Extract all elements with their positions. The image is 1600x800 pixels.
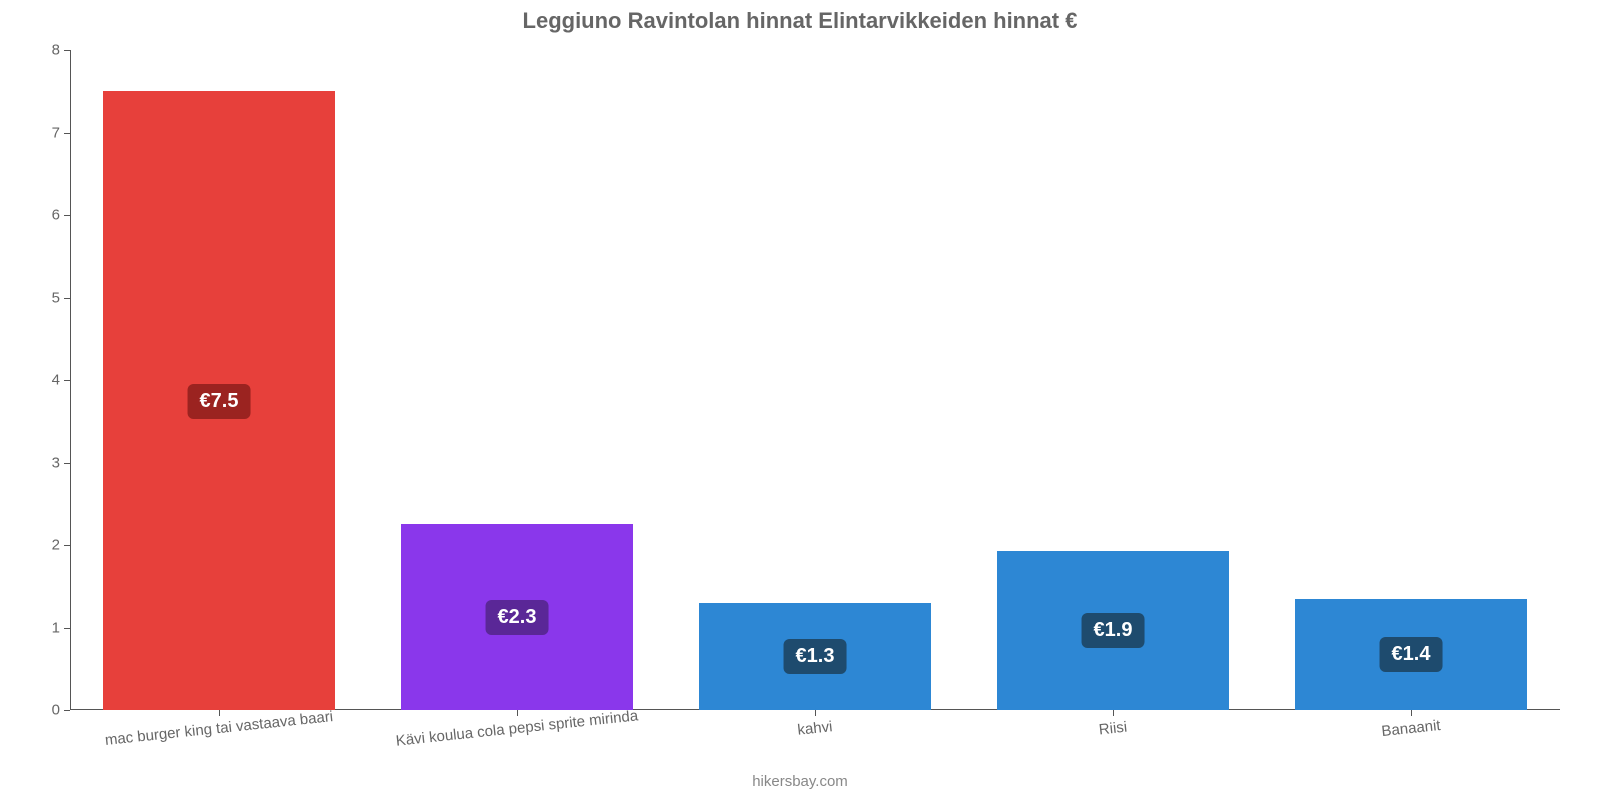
x-tick-label: kahvi: [797, 718, 834, 739]
y-tick-label: 8: [52, 42, 60, 59]
value-badge: €2.3: [486, 600, 549, 635]
y-tick-label: 6: [52, 207, 60, 224]
bar: €2.3: [401, 524, 633, 710]
y-tick: [64, 133, 70, 134]
chart-title: Leggiuno Ravintolan hinnat Elintarvikkei…: [0, 0, 1600, 34]
bar: €1.9: [997, 551, 1229, 710]
value-badge: €1.3: [784, 639, 847, 674]
bar: €1.4: [1295, 599, 1527, 710]
y-tick: [64, 298, 70, 299]
y-tick: [64, 628, 70, 629]
x-tick-label: Banaanit: [1381, 717, 1442, 740]
y-tick: [64, 215, 70, 216]
y-tick: [64, 50, 70, 51]
x-tick: [517, 710, 518, 716]
x-tick: [1113, 710, 1114, 716]
y-tick-label: 5: [52, 289, 60, 306]
value-badge: €7.5: [188, 384, 251, 419]
plot-area: 012345678 €7.5mac burger king tai vastaa…: [70, 50, 1560, 710]
bar: €1.3: [699, 603, 931, 710]
y-tick-label: 0: [52, 702, 60, 719]
y-axis-line: [70, 50, 71, 710]
value-badge: €1.4: [1380, 637, 1443, 672]
x-tick: [1411, 710, 1412, 716]
y-tick-label: 4: [52, 372, 60, 389]
y-tick: [64, 545, 70, 546]
y-tick-label: 3: [52, 454, 60, 471]
x-tick-label: Riisi: [1098, 719, 1128, 739]
y-tick-label: 1: [52, 619, 60, 636]
value-badge: €1.9: [1082, 613, 1145, 648]
x-tick: [219, 710, 220, 716]
x-tick: [815, 710, 816, 716]
y-tick: [64, 710, 70, 711]
chart-footer: hikersbay.com: [0, 773, 1600, 790]
y-tick-label: 2: [52, 537, 60, 554]
y-tick: [64, 463, 70, 464]
y-tick: [64, 380, 70, 381]
bar: €7.5: [103, 91, 335, 710]
y-tick-label: 7: [52, 124, 60, 141]
